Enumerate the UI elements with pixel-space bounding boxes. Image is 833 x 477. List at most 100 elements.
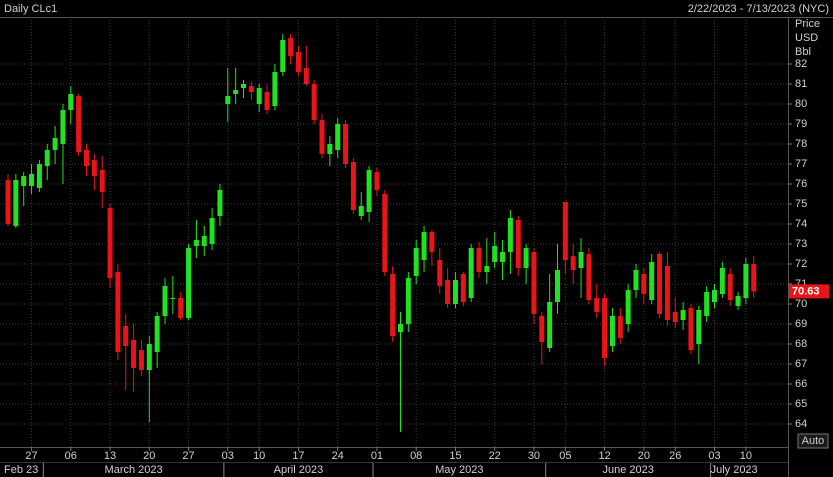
x-tick-label: 22	[489, 450, 501, 462]
candle-body	[468, 248, 474, 298]
candle-body	[209, 218, 215, 244]
candle-body	[76, 96, 82, 152]
chart-title: Daily CLc1	[4, 3, 57, 15]
x-tick-label: 20	[638, 450, 650, 462]
month-label: July 2023	[711, 464, 758, 476]
candle-body	[555, 270, 560, 302]
candle-body	[178, 298, 184, 318]
candle-body	[60, 110, 66, 144]
y-tick-label: 66	[795, 378, 807, 390]
candle-body	[664, 266, 670, 320]
last-price-box	[789, 284, 829, 299]
x-tick-label: 03	[222, 450, 234, 462]
candle-body	[44, 150, 50, 166]
candle-body	[201, 236, 207, 246]
candle-body	[225, 96, 231, 104]
candle-body	[570, 256, 576, 270]
candle-body	[515, 220, 521, 268]
candle-body	[138, 350, 144, 370]
candle-body	[649, 262, 655, 300]
y-tick-label: 80	[795, 98, 807, 110]
y-tick-label: 76	[795, 178, 807, 190]
candle-body	[382, 194, 388, 272]
candle-body	[484, 266, 490, 272]
candle-body	[186, 248, 192, 318]
y-tick-label: 65	[795, 398, 807, 410]
month-label: March 2023	[105, 464, 163, 476]
candle-body	[99, 170, 105, 192]
candle-body	[476, 248, 482, 272]
x-tick-label: 10	[253, 450, 265, 462]
candle-body	[602, 298, 608, 358]
x-tick-label: 03	[708, 450, 720, 462]
candle-body	[154, 316, 160, 352]
candle-body	[162, 286, 168, 316]
y-tick-label: 75	[795, 198, 807, 210]
candle-body	[413, 248, 419, 276]
y-label: Price	[795, 18, 820, 30]
y-tick-label: 78	[795, 138, 807, 150]
y-label: USD	[795, 32, 818, 44]
y-tick-label: 72	[795, 258, 807, 270]
month-label: Feb 23	[4, 464, 38, 476]
auto-button[interactable]	[797, 433, 829, 449]
candle-body	[617, 316, 623, 338]
candle-body	[523, 248, 529, 268]
candle-body	[374, 172, 380, 190]
candle-body	[288, 38, 294, 56]
y-tick-label: 79	[795, 118, 807, 130]
x-tick-label: 10	[740, 450, 752, 462]
candle-body	[170, 298, 176, 299]
y-tick-label: 67	[795, 358, 807, 370]
candle-body	[735, 296, 741, 306]
candle-body	[335, 124, 341, 150]
candle-body	[437, 260, 443, 286]
candle-body	[358, 206, 364, 216]
y-tick-label: 77	[795, 158, 807, 170]
auto-button-label[interactable]: Auto	[802, 435, 825, 447]
x-tick-label: 27	[182, 450, 194, 462]
candle-body	[280, 40, 286, 72]
candle-body	[633, 270, 639, 290]
candle-body	[492, 246, 498, 262]
y-label: Bbl	[795, 46, 811, 58]
candle-body	[366, 170, 372, 212]
candle-body	[193, 240, 199, 246]
y-tick-label: 64	[795, 418, 807, 430]
month-label: June 2023	[602, 464, 653, 476]
candle-body	[29, 174, 35, 186]
y-tick-label: 73	[795, 238, 807, 250]
candle-body	[319, 120, 325, 154]
x-tick-label: 08	[410, 450, 422, 462]
candle-body	[445, 280, 451, 304]
candle-body	[52, 138, 58, 150]
candle-body	[311, 84, 317, 120]
candle-body	[107, 208, 113, 278]
candle-body	[5, 180, 11, 224]
candle-body	[21, 176, 27, 186]
x-tick-label: 05	[559, 450, 571, 462]
candle-body	[547, 302, 553, 348]
y-tick-label: 68	[795, 338, 807, 350]
candle-body	[13, 180, 19, 226]
candle-body	[405, 278, 411, 324]
x-tick-label: 30	[528, 450, 540, 462]
candle-body	[696, 310, 702, 344]
candle-body	[421, 232, 427, 260]
candle-body	[672, 312, 678, 322]
candle-body	[303, 68, 309, 84]
candle-body	[751, 264, 757, 292]
x-tick-label: 20	[143, 450, 155, 462]
candle-body	[609, 316, 615, 346]
candle-body	[719, 268, 725, 294]
x-tick-label: 01	[371, 450, 383, 462]
x-tick-label: 26	[669, 450, 681, 462]
candle-body	[36, 164, 42, 188]
candle-body	[84, 150, 89, 166]
candle-body	[248, 86, 254, 92]
candle-body	[500, 252, 506, 262]
candle-body	[115, 272, 121, 352]
candle-body	[704, 292, 710, 316]
